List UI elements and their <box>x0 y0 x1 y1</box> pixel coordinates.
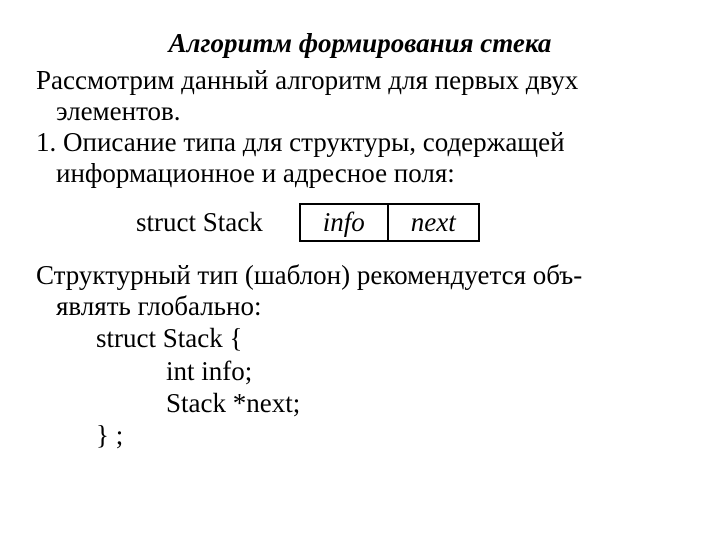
document-page: Алгоритм формирования стека Рассмотрим д… <box>0 0 720 472</box>
paragraph-step1: 1. Описание типа для структуры, содержащ… <box>36 127 684 189</box>
text-line: 1. Описание типа для структуры, содержащ… <box>36 127 565 157</box>
text-line: Структурный тип (шаблон) рекомендуется о… <box>36 260 582 290</box>
page-title: Алгоритм формирования стека <box>36 28 684 59</box>
code-line: struct Stack { <box>96 322 684 354</box>
code-block: struct Stack { int info; Stack *next; } … <box>36 322 684 452</box>
code-line: int info; <box>96 355 684 387</box>
text-line: Рассмотрим данный алгоритм для первых дв… <box>36 65 578 95</box>
paragraph-recommend: Структурный тип (шаблон) рекомендуется о… <box>36 260 684 322</box>
code-line: Stack *next; <box>96 387 684 419</box>
field-info-cell: info <box>301 205 389 240</box>
struct-type-label: struct Stack <box>136 207 263 238</box>
struct-diagram-row: struct Stack info next <box>36 203 684 242</box>
field-next-cell: next <box>389 205 478 240</box>
text-line: являть глобально: <box>36 291 261 321</box>
text-line: информационное и адресное поля: <box>36 158 455 188</box>
struct-fields-box: info next <box>299 203 480 242</box>
code-line: } ; <box>96 419 684 451</box>
paragraph-intro: Рассмотрим данный алгоритм для первых дв… <box>36 65 684 127</box>
text-line: элементов. <box>36 96 181 126</box>
